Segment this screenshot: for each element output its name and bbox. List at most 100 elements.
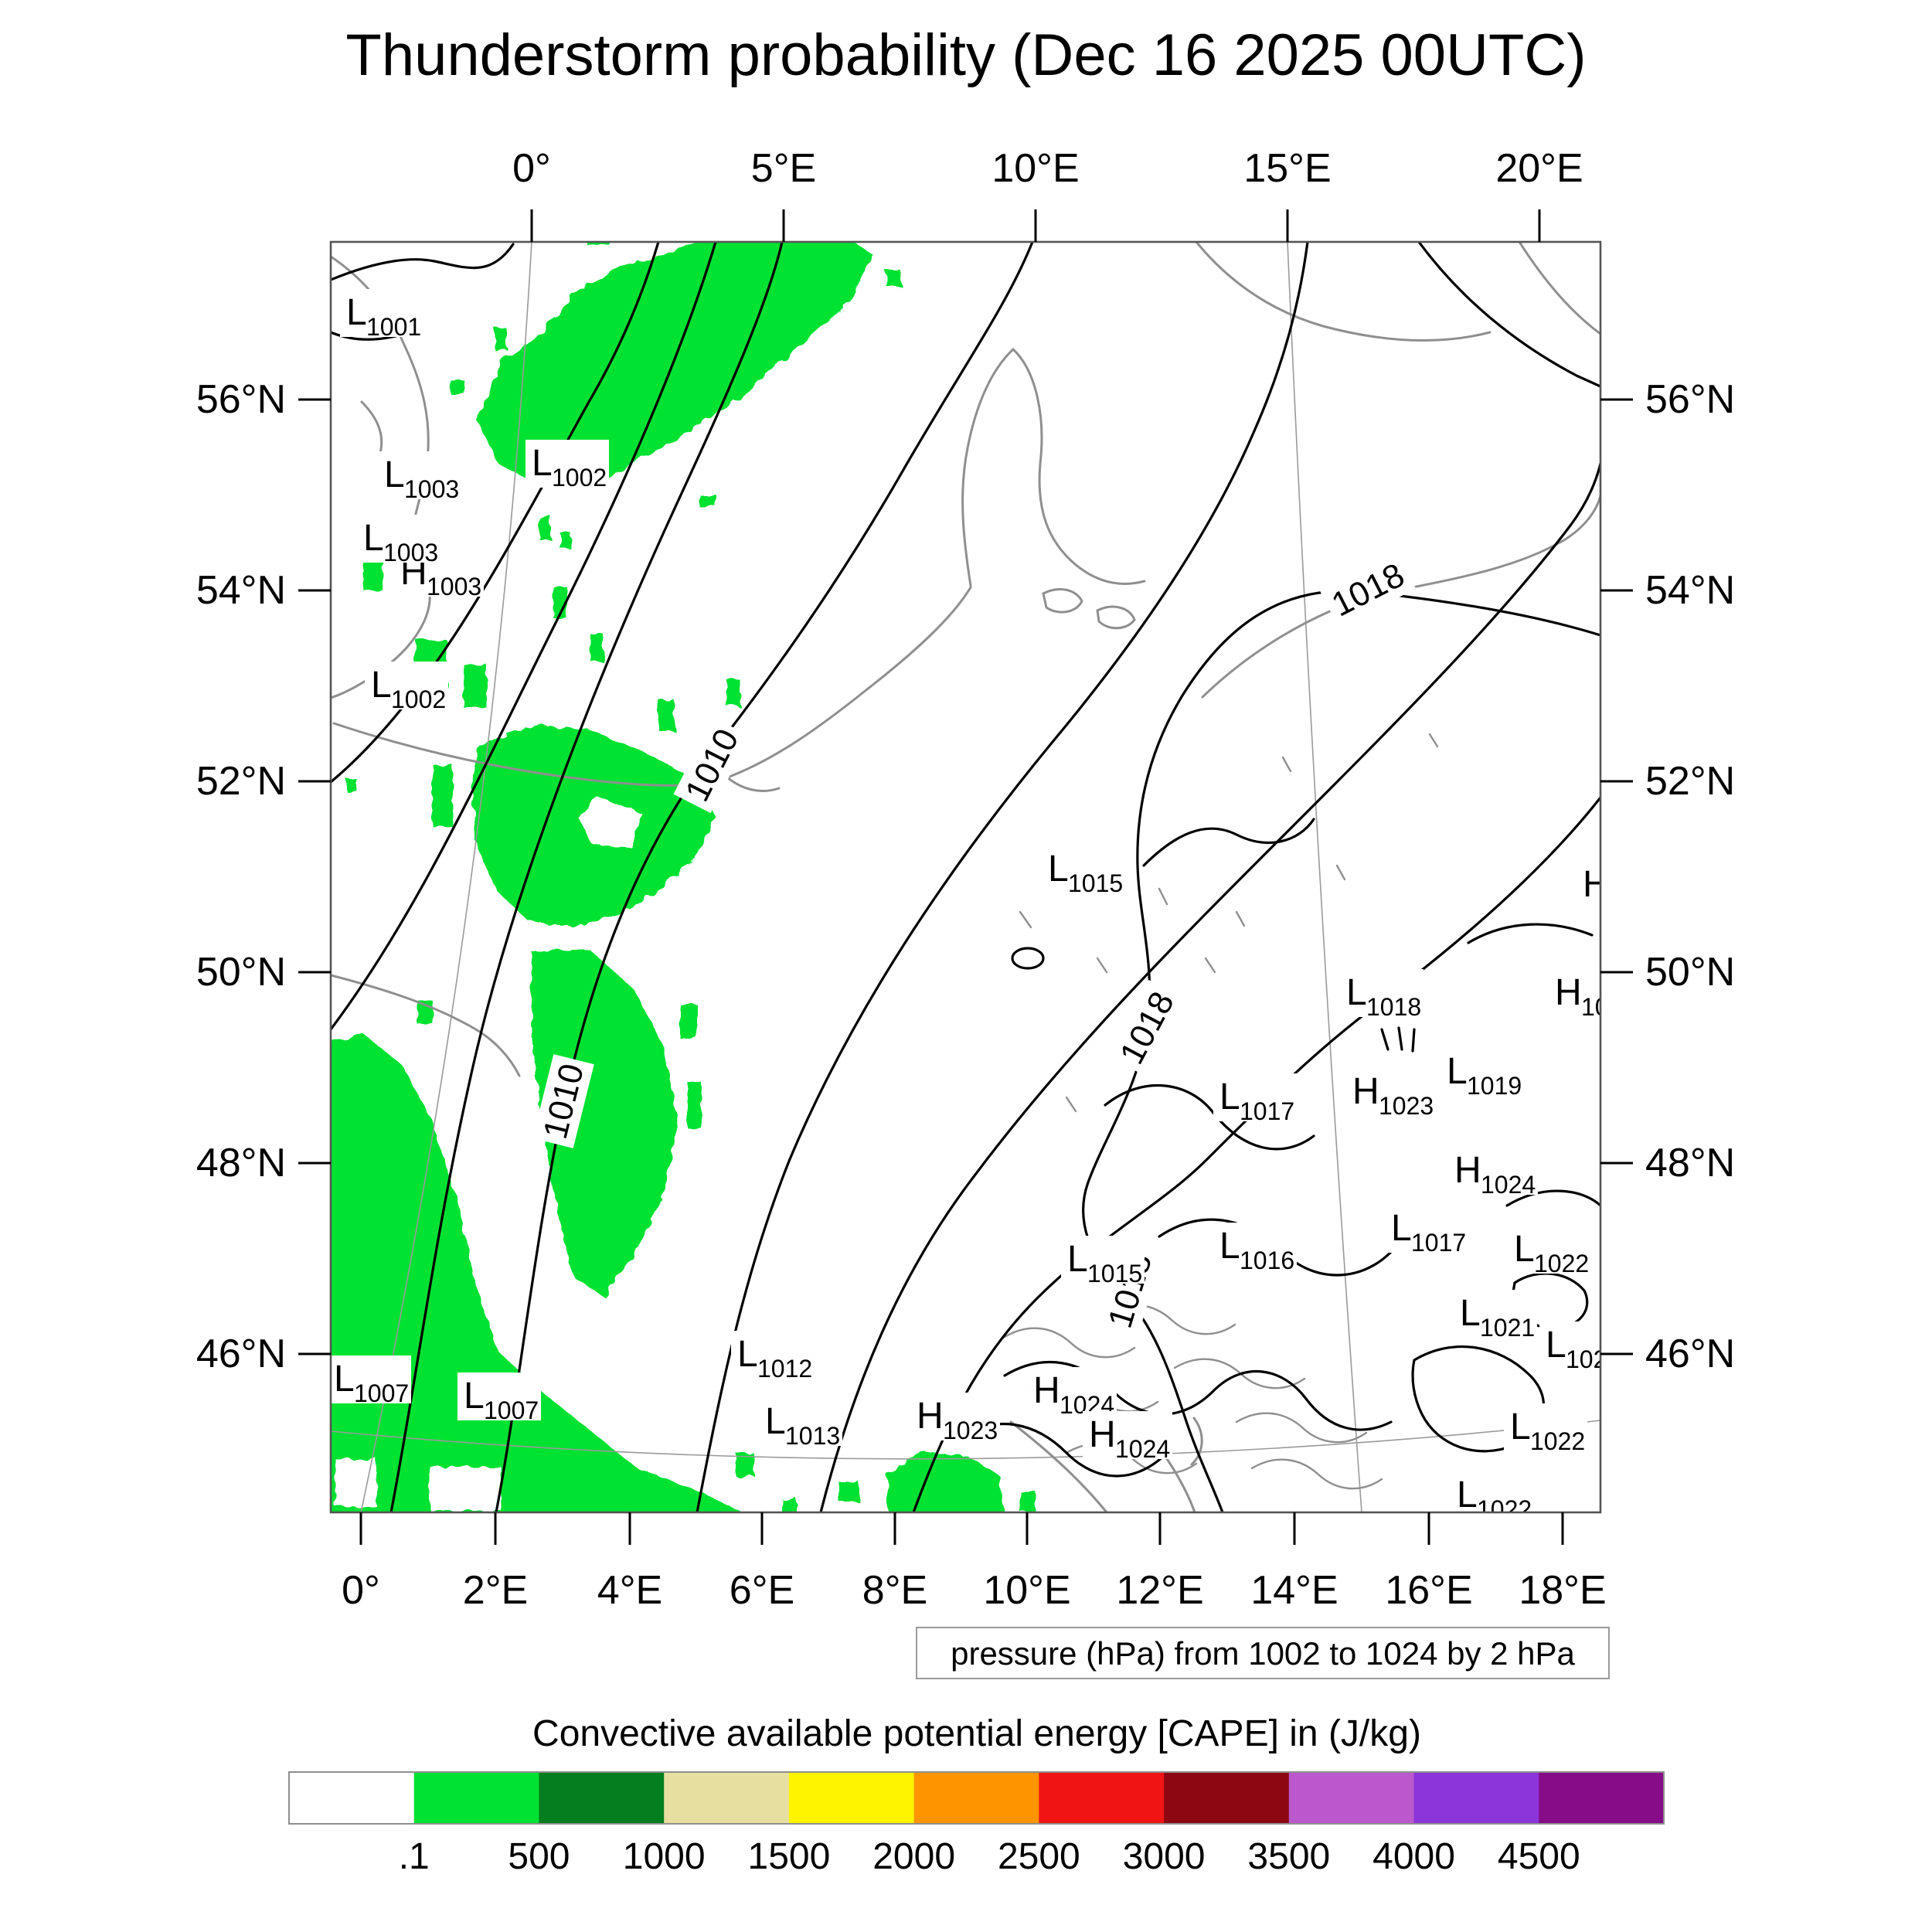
cape-legend-title: Convective available potential energy [C…	[532, 1713, 1421, 1754]
center-letter: L	[1460, 1293, 1481, 1334]
colorbar-tick-label: 1500	[748, 1836, 831, 1877]
center-letter: L	[334, 1359, 355, 1400]
center-letter: L	[1048, 849, 1069, 889]
colorbar-segment-5	[913, 1772, 1039, 1824]
pressure-center-l1017: L 1017	[1213, 1073, 1297, 1125]
pressure-center-l1007: L 1007	[331, 1355, 411, 1407]
contour-label-box	[673, 716, 750, 814]
center-value: 1002	[552, 464, 607, 492]
center-letter: L	[532, 443, 553, 484]
center-label-box	[1448, 1147, 1538, 1195]
cape-region-benelux-blob	[471, 725, 717, 927]
cape-block	[495, 328, 507, 350]
contour-label-box	[532, 1054, 594, 1148]
pressure-center-l1002: L 1002	[526, 440, 609, 492]
pressure-caption: pressure (hPa) from 1002 to 1024 by 2 hP…	[951, 1635, 1575, 1672]
pressure-center-l1007: L 1007	[457, 1372, 541, 1424]
cape-block	[680, 1005, 697, 1039]
pressure-center-l1018: L 1018	[1340, 969, 1423, 1021]
pressure-center-l1017: L 1017	[1385, 1205, 1468, 1257]
center-value: 1019	[1467, 1072, 1522, 1100]
contour-label-box	[1319, 551, 1417, 628]
colorbar-tick-label: .1	[399, 1836, 430, 1877]
top-axis-label: 5°E	[751, 146, 816, 191]
isobar-1016	[912, 796, 1600, 1512]
colorbar-tick-label: 2500	[998, 1836, 1080, 1877]
bottom-axis-label: 10°E	[983, 1568, 1070, 1613]
center-letter: L	[737, 1334, 758, 1375]
center-value: 1023	[1379, 1092, 1434, 1120]
top-axis-label: 10°E	[992, 146, 1079, 191]
pressure-center-l1012: L 1012	[731, 1331, 815, 1383]
center-value: 1022	[1534, 1250, 1589, 1277]
cape-block	[886, 270, 901, 286]
right-axis-label: 56°N	[1645, 377, 1735, 422]
coast-sweden	[1195, 242, 1492, 342]
center-label-box	[1340, 969, 1423, 1017]
center-letter: L	[1546, 1325, 1566, 1366]
cape-block	[464, 665, 487, 708]
bottom-axis-label: 4°E	[597, 1568, 662, 1613]
center-label-box	[1549, 969, 1600, 1017]
bottom-axis-label: 2°E	[463, 1568, 528, 1613]
center-value: 1002	[391, 685, 446, 713]
center-letter: L	[1457, 1475, 1478, 1515]
coast-danish-island	[1042, 588, 1083, 614]
graticule-layer	[331, 242, 1600, 1512]
cape-block	[688, 1082, 702, 1128]
isobar-1008	[389, 242, 784, 1512]
colorbar-segment-6	[1039, 1772, 1165, 1824]
left-axis-label: 46°N	[196, 1332, 286, 1376]
center-letter: L	[371, 665, 392, 706]
center-letter: L	[1219, 1226, 1240, 1267]
colorbar-tick-label: 3500	[1247, 1836, 1330, 1877]
left-axis-label: 48°N	[196, 1141, 286, 1185]
center-letter: L	[1447, 1051, 1468, 1092]
pressure-center-h1023: H 1023	[1577, 861, 1664, 913]
center-value: 1023	[1609, 885, 1664, 913]
center-label-box	[910, 1393, 1000, 1440]
colorbar-tick-label: 1000	[623, 1836, 706, 1877]
coast-estuary	[360, 400, 383, 454]
contour-label-1018: 1018	[1319, 551, 1417, 628]
center-letter: H	[1555, 972, 1582, 1013]
right-axis-label: 50°N	[1645, 950, 1735, 995]
colorbar-tick-label: 4500	[1498, 1836, 1580, 1877]
contour-label-1018: 1018	[1107, 979, 1186, 1077]
center-label-box	[340, 289, 423, 337]
isobar-1012	[696, 242, 1309, 1512]
pressure-center-h1023: H 1023	[910, 1393, 1000, 1444]
center-value: 1015	[1068, 869, 1123, 897]
center-value: 1024	[1581, 993, 1636, 1021]
colorbar-tick-label: 4000	[1372, 1836, 1455, 1877]
center-letter: H	[1583, 864, 1610, 905]
isobar-ne-corner	[1417, 242, 1600, 388]
center-value: 1024	[1115, 1435, 1170, 1463]
cape-block	[839, 1482, 859, 1502]
center-label-box	[1577, 861, 1600, 909]
center-letter: L	[1219, 1077, 1240, 1117]
top-axis-label: 20°E	[1495, 146, 1583, 191]
cape-block	[553, 587, 567, 618]
top-axis-label: 0°	[512, 146, 551, 191]
colorbar-segment-4	[788, 1772, 915, 1824]
colorbar-segment-7	[1164, 1772, 1290, 1824]
small-terrain-marks	[1019, 733, 1439, 1113]
center-label-box	[1451, 1471, 1534, 1512]
meridian-15E	[1287, 242, 1362, 1512]
coast-baltic-south	[1201, 495, 1600, 699]
coast-istria	[1190, 1417, 1203, 1466]
cape-block	[1020, 1492, 1036, 1512]
pressure-center-h1024: H 1024	[1549, 969, 1636, 1021]
colorbar-segment-0	[289, 1772, 415, 1824]
center-value: 1017	[1240, 1097, 1294, 1125]
center-value: 1018	[1366, 993, 1421, 1021]
center-letter: L	[1346, 972, 1367, 1013]
center-label-box	[759, 1398, 842, 1446]
pressure-center-h1024: H 1024	[1448, 1147, 1538, 1199]
center-value: 1001	[366, 313, 421, 341]
coast-france	[331, 974, 521, 1077]
left-axis-label: 54°N	[196, 568, 286, 613]
pressure-center-l1001: L 1001	[340, 289, 423, 341]
